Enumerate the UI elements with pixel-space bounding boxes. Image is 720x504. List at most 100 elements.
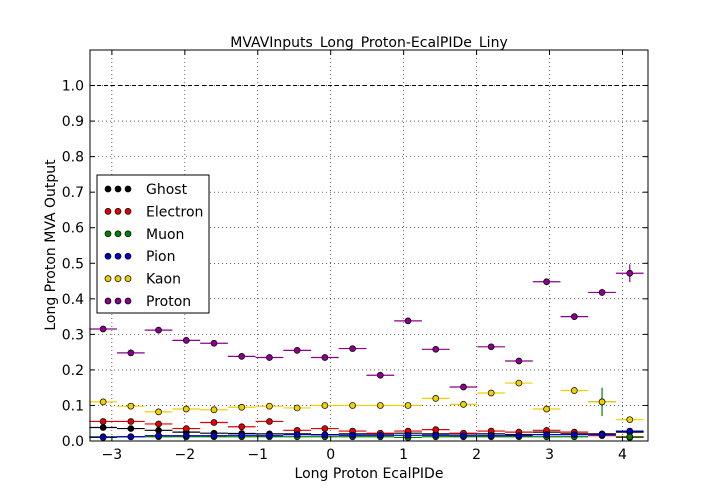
data-point [155,326,162,334]
data-point [626,433,634,441]
legend-marker [114,230,122,238]
data-point [349,431,356,439]
x-tick-label: 0 [326,447,335,463]
data-point [99,398,107,406]
data-point [321,402,329,409]
legend-marker [104,275,112,282]
data-point [238,403,246,411]
legend-marker [114,208,122,215]
data-point [321,431,329,439]
data-point [543,278,550,286]
data-point [210,432,218,440]
data-point [321,425,329,432]
y-tick-label: 1.0 [62,79,84,95]
data-point [182,425,190,432]
data-point [570,387,578,394]
y-tick-label: 0.9 [62,114,84,130]
legend-marker [124,297,132,305]
y-tick-label: 0.1 [62,398,84,414]
data-point [598,398,606,406]
legend-marker [104,185,112,193]
data-point [293,347,301,354]
tick-layer: −3 −2 −1 0 1 2 3 4 0.0 0.1 0.2 0.3 0.4 0.5 0.6 0.7 0.8 0.… [62,50,648,463]
legend-marker [104,297,112,305]
legend-marker [104,208,112,215]
data-point [266,418,273,425]
data-point [99,418,107,425]
data-point [376,431,384,439]
data-point [182,337,190,344]
chart-title: MVAVInputs_Long_Proton-EcalPIDe_Liny [230,35,507,51]
data-point [127,433,135,441]
series-pion [89,427,644,441]
data-point [543,405,550,413]
data-point [210,419,218,426]
data-point [99,424,107,431]
data-point [570,313,578,320]
legend-marker [124,252,132,260]
data-point [432,394,440,402]
data-point [182,432,190,440]
y-tick-label: 0.0 [62,434,84,450]
y-tick-label: 0.5 [62,256,84,272]
data-point [626,416,634,424]
data-point [404,317,412,325]
data-point [293,404,301,412]
legend-marker [114,275,122,282]
data-point [349,402,356,409]
data-point [99,434,107,441]
data-point [432,345,440,353]
data-point [155,408,162,416]
plot-frame [89,49,649,442]
data-point [127,402,135,410]
data-point [515,432,523,440]
legend-marker [104,230,112,238]
x-tick-label: 3 [545,447,554,463]
legend-label: Ghost [146,182,188,198]
data-point [598,289,606,296]
y-tick-label: 0.6 [62,221,84,237]
legend-label: Electron [146,204,203,220]
data-point [266,432,273,440]
data-point [460,401,467,408]
legend: Ghost Electron Muon Pion Kaon Proton [96,174,210,314]
x-tick-label: −1 [247,447,268,463]
x-tick-label: −3 [102,447,123,463]
data-point [515,357,523,365]
legend-label: Proton [146,294,191,310]
data-point [376,402,384,409]
data-point [127,349,135,357]
data-point [321,354,329,361]
legend-frame [96,174,210,314]
legend-marker [124,185,132,193]
legend-label: Pion [146,249,175,265]
data-point [238,431,246,439]
data-point [598,431,606,438]
data-point [460,383,467,391]
data-point [376,371,384,379]
y-tick-label: 0.4 [62,292,84,308]
data-point [487,432,495,440]
y-tick-label: 0.2 [62,363,84,379]
legend-marker [124,208,132,215]
y-tick-label: 0.8 [62,150,84,166]
data-point [210,406,218,414]
series-kaon [89,379,644,424]
x-axis-title: Long Proton EcalPIDe [295,466,444,482]
x-tick-label: 2 [472,447,481,463]
legend-marker [114,297,122,305]
y-axis-title: Long Proton MVA Output [43,159,59,331]
data-point [570,431,578,438]
data-point [460,432,467,440]
legend-marker [124,230,132,238]
data-point [238,353,246,360]
data-point [487,343,495,351]
data-point [238,423,246,431]
legend-marker [104,252,112,260]
data-point [515,379,523,387]
data-point [432,431,440,439]
data-point [487,389,495,397]
data-point [404,431,412,439]
legend-label: Kaon [146,272,181,288]
data-point [349,345,356,352]
